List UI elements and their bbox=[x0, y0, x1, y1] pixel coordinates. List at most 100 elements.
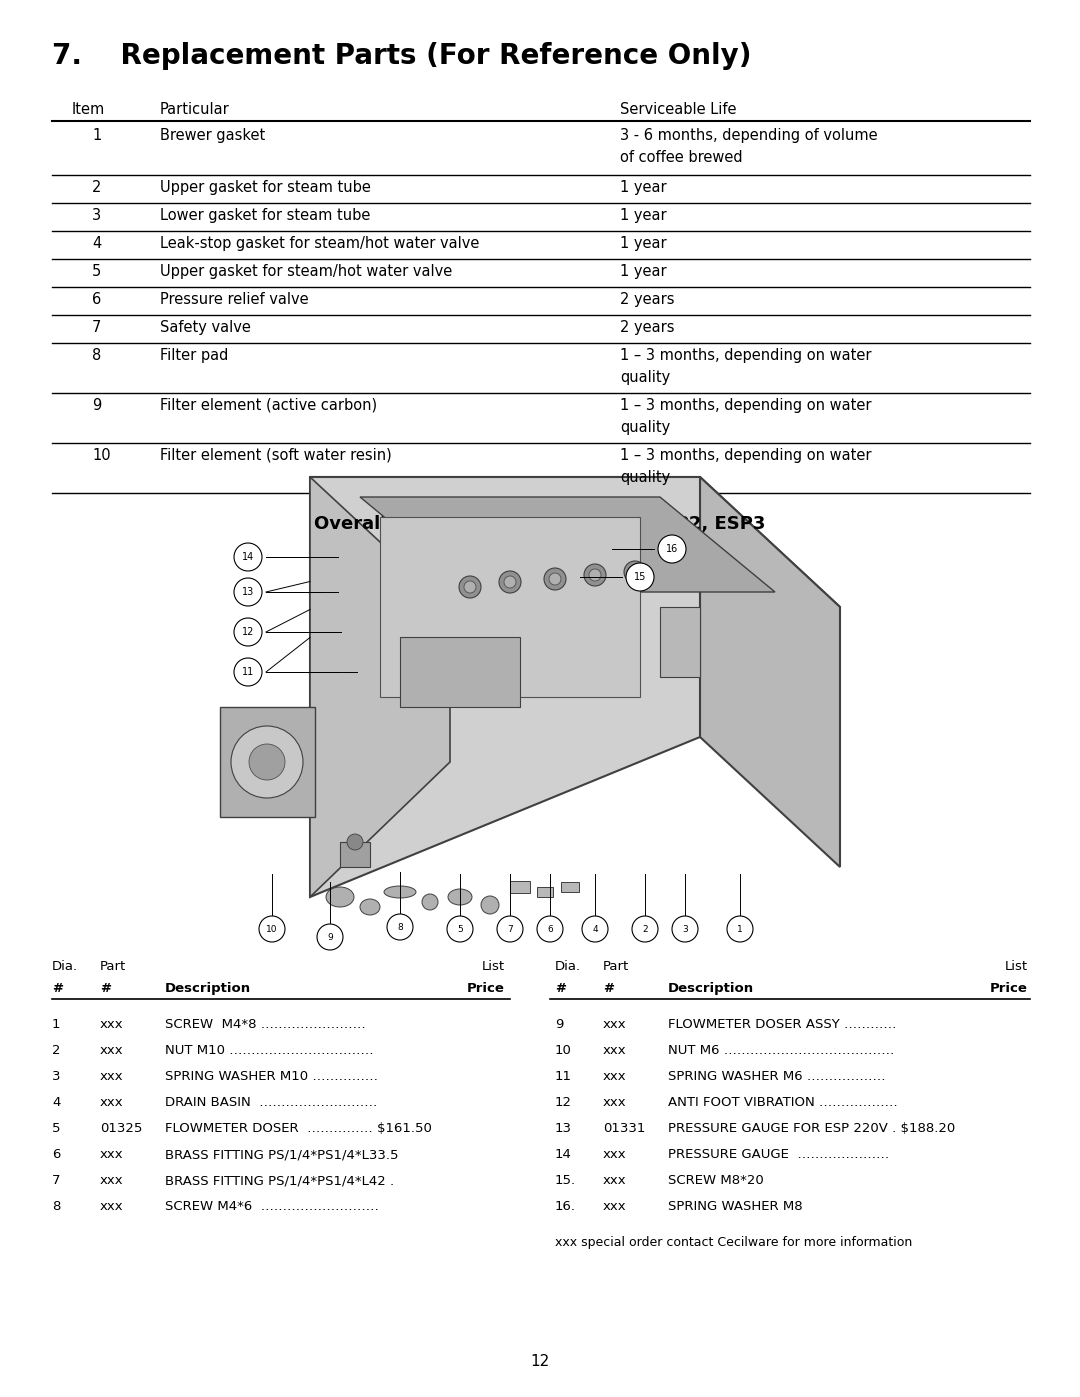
Text: xxx: xxx bbox=[603, 1097, 626, 1109]
Text: Part: Part bbox=[603, 960, 630, 972]
Text: quality: quality bbox=[620, 469, 671, 485]
Text: 12: 12 bbox=[242, 627, 254, 637]
Circle shape bbox=[629, 566, 642, 578]
Circle shape bbox=[658, 535, 686, 563]
Text: 9: 9 bbox=[92, 398, 102, 414]
Text: 6: 6 bbox=[52, 1148, 60, 1161]
Text: 4: 4 bbox=[592, 925, 598, 933]
Polygon shape bbox=[400, 637, 519, 707]
Text: Description: Description bbox=[669, 982, 754, 995]
Text: xxx: xxx bbox=[100, 1200, 123, 1213]
Bar bbox=[510, 882, 530, 893]
Circle shape bbox=[727, 916, 753, 942]
Text: DRAIN BASIN  ………………………: DRAIN BASIN ……………………… bbox=[165, 1097, 377, 1109]
Text: xxx: xxx bbox=[603, 1148, 626, 1161]
Ellipse shape bbox=[422, 894, 438, 909]
Text: 16: 16 bbox=[666, 543, 678, 555]
Text: 1: 1 bbox=[92, 129, 102, 142]
Text: quality: quality bbox=[620, 420, 671, 434]
Text: Serviceable Life: Serviceable Life bbox=[620, 102, 737, 117]
Text: SPRING WASHER M8: SPRING WASHER M8 bbox=[669, 1200, 802, 1213]
Circle shape bbox=[544, 569, 566, 590]
Text: 3: 3 bbox=[683, 925, 688, 933]
Circle shape bbox=[499, 571, 521, 592]
Circle shape bbox=[347, 834, 363, 849]
Circle shape bbox=[447, 916, 473, 942]
Circle shape bbox=[537, 916, 563, 942]
Text: Dia.: Dia. bbox=[555, 960, 581, 972]
Text: Filter element (soft water resin): Filter element (soft water resin) bbox=[160, 448, 392, 462]
Text: 16.: 16. bbox=[555, 1200, 576, 1213]
Text: SPRING WASHER M6 ………………: SPRING WASHER M6 ……………… bbox=[669, 1070, 886, 1083]
Circle shape bbox=[234, 543, 262, 571]
Circle shape bbox=[504, 576, 516, 588]
Polygon shape bbox=[310, 476, 700, 897]
Bar bbox=[340, 842, 370, 868]
Text: 11: 11 bbox=[555, 1070, 572, 1083]
Circle shape bbox=[231, 726, 303, 798]
Text: Filter pad: Filter pad bbox=[160, 348, 228, 363]
Text: FLOWMETER DOSER ASSY …………: FLOWMETER DOSER ASSY ………… bbox=[669, 1018, 896, 1031]
Text: quality: quality bbox=[620, 370, 671, 386]
Text: Overall Composition Chart ESP1, ESP2, ESP3: Overall Composition Chart ESP1, ESP2, ES… bbox=[314, 515, 766, 534]
Circle shape bbox=[589, 569, 600, 581]
Text: 9: 9 bbox=[555, 1018, 564, 1031]
Text: Item: Item bbox=[72, 102, 105, 117]
Text: 15.: 15. bbox=[555, 1173, 576, 1187]
Text: NUT M6 …………………………………: NUT M6 ………………………………… bbox=[669, 1044, 894, 1058]
Polygon shape bbox=[660, 608, 700, 678]
Circle shape bbox=[459, 576, 481, 598]
Text: PRESSURE GAUGE  …………………: PRESSURE GAUGE ………………… bbox=[669, 1148, 889, 1161]
Ellipse shape bbox=[326, 887, 354, 907]
Text: List: List bbox=[1004, 960, 1028, 972]
Text: 6: 6 bbox=[548, 925, 553, 933]
Text: BRASS FITTING PS/1/4*PS1/4*L42 .: BRASS FITTING PS/1/4*PS1/4*L42 . bbox=[165, 1173, 394, 1187]
Bar bbox=[537, 887, 553, 897]
Polygon shape bbox=[700, 476, 840, 868]
Text: 2: 2 bbox=[643, 925, 648, 933]
Text: Leak-stop gasket for steam/hot water valve: Leak-stop gasket for steam/hot water val… bbox=[160, 236, 480, 251]
Ellipse shape bbox=[448, 888, 472, 905]
Bar bbox=[561, 882, 579, 893]
Text: SPRING WASHER M10 ……………: SPRING WASHER M10 …………… bbox=[165, 1070, 378, 1083]
Text: 15: 15 bbox=[634, 571, 646, 583]
Polygon shape bbox=[310, 476, 450, 897]
Text: 12: 12 bbox=[555, 1097, 572, 1109]
Text: 1 year: 1 year bbox=[620, 236, 666, 251]
Text: xxx: xxx bbox=[603, 1200, 626, 1213]
Text: 10: 10 bbox=[555, 1044, 572, 1058]
Text: xxx: xxx bbox=[603, 1070, 626, 1083]
Text: 2 years: 2 years bbox=[620, 320, 675, 335]
Text: 1 – 3 months, depending on water: 1 – 3 months, depending on water bbox=[620, 448, 872, 462]
Text: 9: 9 bbox=[327, 933, 333, 942]
Text: #: # bbox=[555, 982, 566, 995]
Text: NUT M10 ……………………………: NUT M10 …………………………… bbox=[165, 1044, 374, 1058]
Text: 01331: 01331 bbox=[603, 1122, 646, 1134]
Text: 7: 7 bbox=[52, 1173, 60, 1187]
Text: xxx: xxx bbox=[603, 1018, 626, 1031]
Text: Lower gasket for steam tube: Lower gasket for steam tube bbox=[160, 208, 370, 224]
Text: Dia.: Dia. bbox=[52, 960, 78, 972]
Text: Description: Description bbox=[165, 982, 252, 995]
Text: 6: 6 bbox=[92, 292, 102, 307]
Text: xxx: xxx bbox=[100, 1044, 123, 1058]
Text: 1 year: 1 year bbox=[620, 208, 666, 224]
Text: 3: 3 bbox=[52, 1070, 60, 1083]
Text: xxx: xxx bbox=[100, 1148, 123, 1161]
Text: 1 – 3 months, depending on water: 1 – 3 months, depending on water bbox=[620, 348, 872, 363]
Text: 3: 3 bbox=[92, 208, 102, 224]
Text: BRASS FITTING PS/1/4*PS1/4*L33.5: BRASS FITTING PS/1/4*PS1/4*L33.5 bbox=[165, 1148, 399, 1161]
Text: Filter element (active carbon): Filter element (active carbon) bbox=[160, 398, 377, 414]
Text: 1: 1 bbox=[52, 1018, 60, 1031]
Text: 7: 7 bbox=[92, 320, 102, 335]
Circle shape bbox=[672, 916, 698, 942]
Text: xxx: xxx bbox=[100, 1070, 123, 1083]
Circle shape bbox=[626, 563, 654, 591]
Text: 10: 10 bbox=[267, 925, 278, 933]
Text: 2 years: 2 years bbox=[620, 292, 675, 307]
Text: PRESSURE GAUGE FOR ESP 220V . $188.20: PRESSURE GAUGE FOR ESP 220V . $188.20 bbox=[669, 1122, 955, 1134]
Text: 5: 5 bbox=[457, 925, 463, 933]
Text: 2: 2 bbox=[52, 1044, 60, 1058]
Circle shape bbox=[632, 916, 658, 942]
Text: xxx: xxx bbox=[603, 1173, 626, 1187]
